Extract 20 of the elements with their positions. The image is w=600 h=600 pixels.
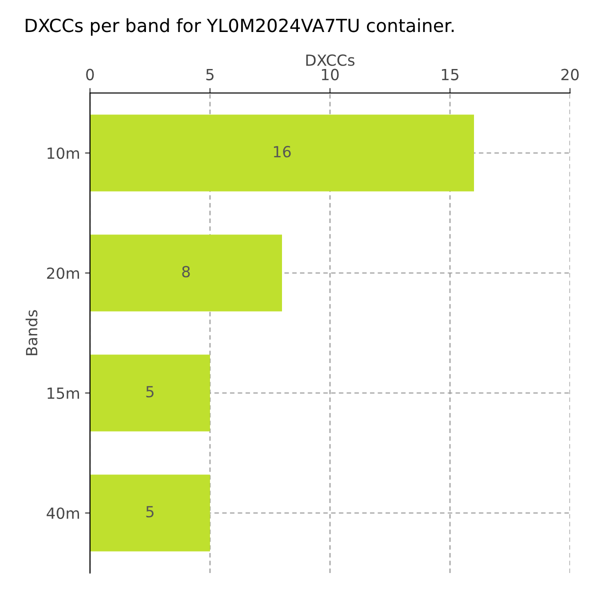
y-tick-label: 15m	[48, 388, 79, 400]
bar	[90, 234, 282, 312]
x-axis-title: DXCCs	[306, 54, 354, 66]
y-tick-label: 20m	[47, 267, 79, 280]
data-label: 16	[274, 146, 291, 158]
y-tick-label: 10m	[48, 147, 79, 160]
bar	[90, 474, 210, 552]
x-tick-label: 15	[442, 68, 458, 80]
x-tick-label: 20	[561, 68, 579, 80]
y-tick-label: 40m	[46, 507, 79, 520]
bar	[90, 114, 474, 192]
data-label: 5	[146, 386, 154, 398]
y-axis-title: Bands	[26, 310, 38, 356]
data-label: 8	[182, 266, 190, 278]
chart-title: DXCCs per band for YL0M2024VA7TU container.	[26, 18, 454, 36]
x-tick-label: 0	[86, 68, 94, 80]
bar	[90, 354, 210, 432]
x-tick-label: 5	[206, 68, 214, 80]
x-tick-label: 10	[322, 68, 339, 80]
data-label: 5	[146, 506, 154, 518]
